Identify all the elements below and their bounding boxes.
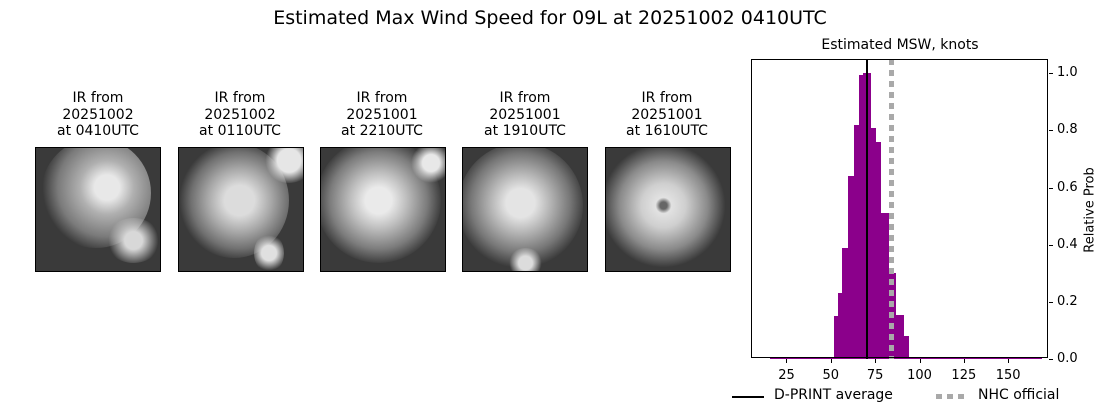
histogram-bar <box>859 74 863 359</box>
thumbnail-label-3: IR from 20251001 at 2210UTC <box>341 90 423 139</box>
thumbnail-label-5: IR from 20251001 at 1610UTC <box>626 90 708 139</box>
x-tick <box>919 359 921 363</box>
histogram-bar <box>904 336 909 359</box>
nhc-official-line <box>888 59 894 359</box>
x-tick-label: 75 <box>866 368 884 383</box>
thumbnail-label-1: IR from 20251002 at 0410UTC <box>57 90 139 139</box>
histogram-bar <box>896 314 905 359</box>
legend-nhc-official: NHC official <box>978 387 1060 403</box>
ir-satellite-image-5 <box>605 147 731 272</box>
histogram-bar <box>842 247 848 359</box>
y-tick <box>1049 73 1053 75</box>
histogram-bar <box>908 357 1042 359</box>
axes-frame <box>751 59 1048 358</box>
y-tick-label: 0.0 <box>1057 351 1078 366</box>
chart-title: Estimated MSW, knots <box>821 37 979 53</box>
y-tick-label: 0.4 <box>1057 236 1078 252</box>
y-tick <box>1049 244 1053 246</box>
y-tick <box>1049 130 1053 132</box>
x-tick-label: 100 <box>907 368 932 383</box>
histogram-bar <box>837 293 843 359</box>
y-tick-label: 1.0 <box>1057 65 1078 81</box>
x-tick <box>875 359 877 363</box>
ir-satellite-image-1 <box>35 147 161 272</box>
y-tick <box>1049 187 1053 189</box>
histogram-bar <box>881 213 890 359</box>
histogram-bar <box>870 127 877 359</box>
x-tick-label: 25 <box>778 368 795 383</box>
legend-dprint-average: D-PRINT average <box>774 387 893 403</box>
thumbnail-label-2: IR from 20251002 at 0110UTC <box>199 90 281 139</box>
x-tick <box>786 359 788 363</box>
histogram-bar <box>834 316 838 359</box>
dprint-average-line <box>866 59 869 359</box>
x-tick <box>830 359 832 363</box>
histogram-bar <box>876 141 882 359</box>
y-tick <box>1049 359 1053 360</box>
figure-title: Estimated Max Wind Speed for 09L at 2025… <box>273 7 827 29</box>
y-tick <box>1049 301 1053 303</box>
legend-dotted-line-icon <box>936 394 968 399</box>
x-tick-label: 150 <box>995 368 1021 383</box>
y-tick-label: 0.2 <box>1057 293 1078 309</box>
y-axis-title: Relative Prob <box>1082 167 1098 253</box>
x-tick-label: 50 <box>822 368 840 383</box>
y-tick-label: 0.8 <box>1057 122 1078 138</box>
y-tick-label: 0.6 <box>1057 179 1078 195</box>
legend-solid-line-icon <box>732 396 764 398</box>
histogram-bar <box>769 357 835 359</box>
x-tick <box>963 359 965 363</box>
x-tick <box>1008 359 1010 363</box>
x-tick-label: 125 <box>951 368 977 383</box>
histogram-bar <box>853 124 860 359</box>
thumbnail-label-4: IR from 20251001 at 1910UTC <box>484 90 566 139</box>
ir-satellite-image-4 <box>462 147 588 272</box>
histogram-bar <box>847 176 854 359</box>
ir-satellite-image-3 <box>320 147 446 272</box>
ir-satellite-image-2 <box>178 147 304 272</box>
histogram-plot-area <box>751 59 1049 359</box>
